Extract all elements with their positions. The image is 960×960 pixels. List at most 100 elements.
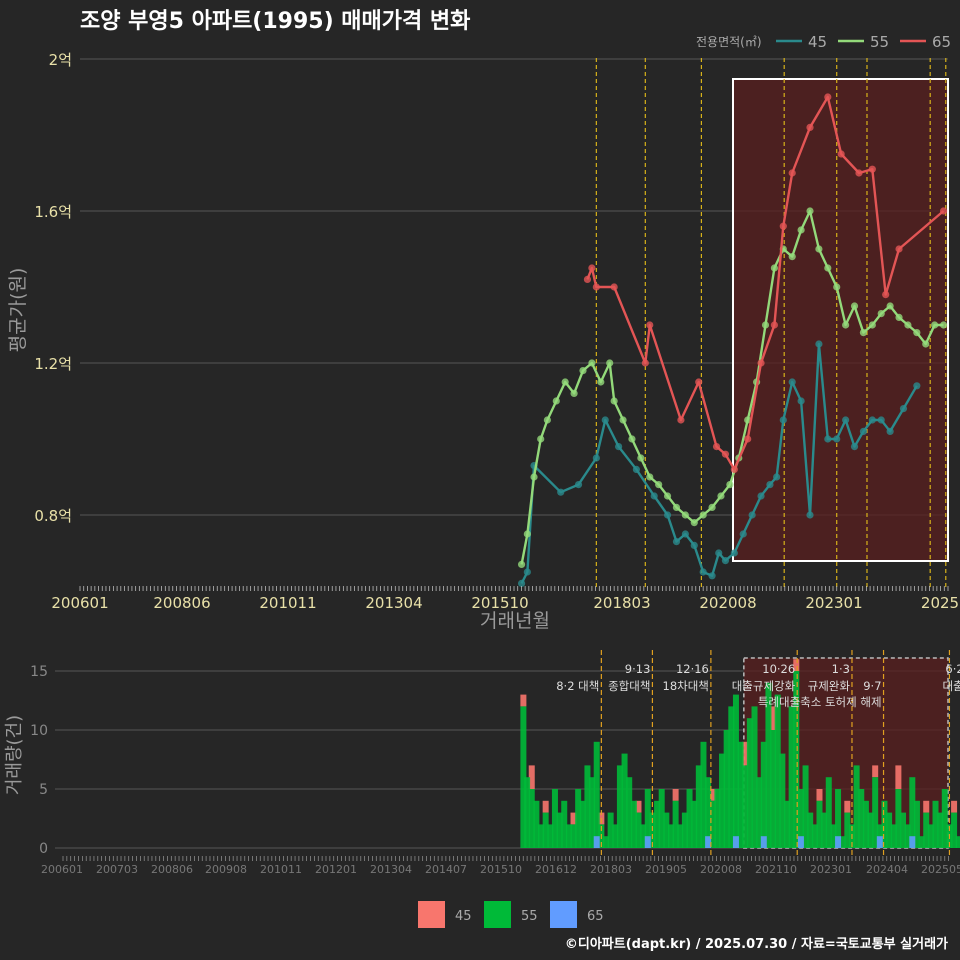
bar-55-41 <box>709 800 716 848</box>
bottom-legend-label-55: 55 <box>521 909 538 924</box>
bottom-y-tick-0: 0 <box>39 841 48 857</box>
series-point-45-30 <box>833 435 841 443</box>
series-point-65-7 <box>695 378 703 386</box>
top-y-tick-2: 1.6억 <box>34 203 72 221</box>
bar-45-15 <box>923 800 930 813</box>
bar-55-58 <box>788 706 795 848</box>
bar-45-1 <box>528 765 535 789</box>
series-point-55-32 <box>788 253 796 261</box>
series-point-55-5 <box>552 397 560 405</box>
bottom-legend-swatch-55 <box>484 901 511 928</box>
bar-55-68 <box>835 789 842 848</box>
series-point-65-8 <box>712 443 721 451</box>
series-point-55-2 <box>530 473 538 481</box>
bar-55-29 <box>654 800 661 848</box>
policy-annotation-11: 6·2 <box>945 662 960 676</box>
series-point-55-8 <box>579 367 587 375</box>
top-policy-lines <box>595 58 947 590</box>
series-point-55-46 <box>913 329 921 337</box>
top-legend: 전용면적(㎡) 45 55 65 <box>696 33 951 51</box>
bar-55-0 <box>520 706 527 848</box>
bar-55-75 <box>867 812 874 848</box>
bar-55-27 <box>644 789 651 848</box>
bar-55-11 <box>570 824 577 848</box>
policy-annotation-3: 12·16 <box>676 662 709 676</box>
bar-55-10 <box>565 824 572 848</box>
bar-55-22 <box>621 753 628 848</box>
bar-55-24 <box>630 800 637 848</box>
series-point-45-23 <box>773 473 781 481</box>
bar-55-35 <box>681 812 688 848</box>
series-point-45-25 <box>788 378 796 386</box>
legend-title: 전용면적(㎡) <box>696 35 762 49</box>
bar-55-39 <box>700 741 707 848</box>
series-point-65-14 <box>779 222 787 230</box>
bottom-x-tick-4: 201011 <box>260 863 302 876</box>
bar-55-64 <box>816 800 823 848</box>
top-x-tick-6: 202008 <box>699 594 756 612</box>
bar-55-74 <box>862 800 869 848</box>
series-point-65-22 <box>895 245 903 253</box>
bar-55-62 <box>807 812 814 848</box>
bottom-x-tick-0: 200601 <box>41 863 83 876</box>
bar-55-70 <box>844 812 851 848</box>
top-x-tick-1: 200806 <box>153 594 210 612</box>
bottom-x-tick-6: 201304 <box>370 863 412 876</box>
bar-45-13 <box>872 765 879 778</box>
bar-55-32 <box>667 824 674 848</box>
series-point-45-37 <box>899 405 908 413</box>
bar-65-7 <box>876 836 883 848</box>
series-point-45-14 <box>699 568 707 576</box>
legend-label-65: 65 <box>932 33 951 51</box>
bar-55-50 <box>751 706 758 848</box>
bar-55-59 <box>793 671 800 848</box>
bottom-legend-label-65: 65 <box>587 909 604 924</box>
series-point-45-33 <box>859 427 868 435</box>
bar-65-8 <box>909 836 916 848</box>
series-point-55-29 <box>761 321 770 329</box>
bottom-x-tick-8: 201510 <box>480 863 522 876</box>
bar-55-33 <box>672 800 679 848</box>
bar-45-12 <box>844 800 851 813</box>
series-point-65-21 <box>882 291 890 299</box>
series-point-55-36 <box>824 264 832 272</box>
bar-45-7 <box>709 789 716 801</box>
bar-55-2 <box>528 789 535 848</box>
top-x-tick-3: 201304 <box>365 594 422 612</box>
series-point-65-19 <box>855 169 863 177</box>
bottom-axes: 0 5 10 15 200601 200703 200806 200908 201011 2012… <box>30 664 960 876</box>
series-point-45-22 <box>766 481 774 489</box>
series-point-55-42 <box>877 310 885 318</box>
series-point-65-5 <box>646 321 654 329</box>
bar-45-6 <box>672 789 679 801</box>
bar-45-16 <box>951 800 958 813</box>
bottom-x-tick-5: 201201 <box>315 863 357 876</box>
bar-55-79 <box>886 812 893 848</box>
bottom-x-tick-1: 200703 <box>96 863 138 876</box>
top-x-tick-5: 201803 <box>593 594 650 612</box>
series-point-55-10 <box>597 378 605 386</box>
series-point-65-17 <box>824 93 832 101</box>
top-y-axis-label: 평균가(원) <box>7 268 29 353</box>
footer-credit: ©디아파트(dapt.kr) / 2025.07.30 / 자료=국토교통부 실… <box>565 936 948 952</box>
series-point-45-36 <box>886 427 894 435</box>
bar-55-5 <box>542 812 549 848</box>
bar-55-93 <box>951 812 958 848</box>
bottom-x-tick-9: 201612 <box>535 863 577 876</box>
bar-55-72 <box>853 765 860 848</box>
series-point-65-15 <box>788 169 796 177</box>
bar-55-69 <box>839 836 846 848</box>
bar-55-14 <box>584 765 591 848</box>
bar-55-31 <box>663 812 670 848</box>
series-point-55-30 <box>770 264 779 272</box>
top-x-tick-0: 200601 <box>51 594 108 612</box>
series-point-45-27 <box>806 511 814 519</box>
series-point-65-13 <box>770 321 779 329</box>
series-point-55-14 <box>628 435 636 443</box>
series-point-55-15 <box>637 454 645 462</box>
series-point-65-23 <box>939 207 948 215</box>
bottom-y-tick-3: 15 <box>30 664 48 680</box>
bar-45-3 <box>570 812 577 825</box>
series-point-65-12 <box>757 359 765 367</box>
series-point-45-29 <box>824 435 832 443</box>
